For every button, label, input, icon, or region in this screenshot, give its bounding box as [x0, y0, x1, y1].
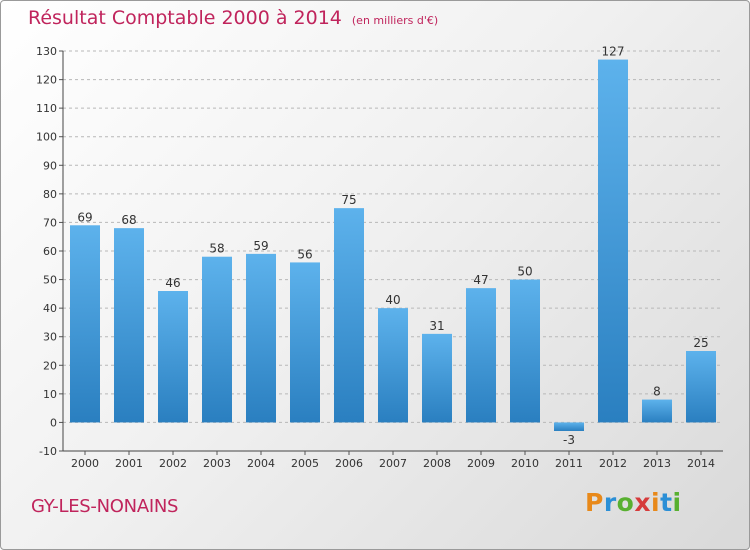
x-tick-label: 2009 — [467, 457, 495, 470]
y-tick-label: 120 — [36, 74, 57, 87]
title-unit: (en milliers d'€) — [351, 14, 439, 27]
bar-2004 — [246, 253, 276, 423]
bar-2000 — [70, 225, 100, 423]
bar-2013 — [642, 399, 672, 423]
commune-name: GY-LES-NONAINS — [31, 496, 179, 517]
y-tick-label: 60 — [43, 245, 57, 258]
y-tick-label: 110 — [36, 102, 57, 115]
data-label: 58 — [209, 242, 224, 256]
data-label: 40 — [385, 293, 400, 307]
data-label: 75 — [341, 193, 356, 207]
data-label: 127 — [602, 45, 625, 59]
x-tick-label: 2011 — [555, 457, 583, 470]
y-tick-label: 130 — [36, 45, 57, 58]
y-tick-label: 90 — [43, 159, 57, 172]
bar-2001 — [114, 228, 144, 423]
y-tick-label: 100 — [36, 131, 57, 144]
x-tick-label: 2006 — [335, 457, 363, 470]
title-main: Résultat Comptable 2000 à 2014 — [28, 7, 342, 29]
logo-letter: o — [616, 488, 635, 517]
bar-2005 — [290, 262, 320, 423]
data-label: -3 — [563, 433, 575, 447]
x-tick-label: 2014 — [687, 457, 715, 470]
data-label: 69 — [77, 210, 92, 224]
y-tick-label: 30 — [43, 331, 57, 344]
x-tick-label: 2003 — [203, 457, 231, 470]
bar-2008 — [422, 333, 452, 423]
data-label: 68 — [121, 213, 136, 227]
data-label: 59 — [253, 239, 268, 253]
proxiti-logo: Proxiti — [585, 488, 682, 517]
x-tick-label: 2005 — [291, 457, 319, 470]
logo-letter: i — [651, 488, 661, 517]
bar-2003 — [202, 256, 232, 423]
logo-letter: t — [660, 488, 673, 517]
logo-letter: P — [585, 488, 604, 517]
bar-2011 — [554, 422, 584, 431]
x-tick-label: 2001 — [115, 457, 143, 470]
logo-letter: x — [634, 488, 651, 517]
y-tick-label: 80 — [43, 188, 57, 201]
x-tick-label: 2012 — [599, 457, 627, 470]
x-tick-label: 2002 — [159, 457, 187, 470]
x-tick-label: 2010 — [511, 457, 539, 470]
data-label: 31 — [429, 319, 444, 333]
x-tick-label: 2000 — [71, 457, 99, 470]
y-tick-label: 20 — [43, 359, 57, 372]
bar-2002 — [158, 291, 188, 423]
x-tick-label: 2007 — [379, 457, 407, 470]
y-tick-label: 10 — [43, 388, 57, 401]
y-tick-label: 70 — [43, 216, 57, 229]
bar-2014 — [686, 351, 716, 423]
x-tick-label: 2008 — [423, 457, 451, 470]
bar-2012 — [598, 59, 628, 423]
y-tick-label: 40 — [43, 302, 57, 315]
data-label: 8 — [653, 385, 661, 399]
y-tick-label: -10 — [39, 445, 57, 458]
x-tick-label: 2004 — [247, 457, 275, 470]
logo-letter: r — [603, 488, 617, 517]
y-tick-label: 50 — [43, 274, 57, 287]
data-label: 47 — [473, 273, 488, 287]
data-label: 56 — [297, 247, 312, 261]
data-label: 46 — [165, 276, 180, 290]
data-label: 25 — [693, 336, 708, 350]
y-tick-label: 0 — [50, 416, 57, 429]
logo-letter: i — [672, 488, 682, 517]
x-tick-label: 2013 — [643, 457, 671, 470]
data-label: 50 — [517, 265, 532, 279]
bar-2009 — [466, 288, 496, 423]
chart-title: Résultat Comptable 2000 à 2014 (en millie… — [28, 7, 438, 29]
bar-2010 — [510, 279, 540, 423]
bar-2006 — [334, 208, 364, 423]
bar-2007 — [378, 308, 408, 423]
